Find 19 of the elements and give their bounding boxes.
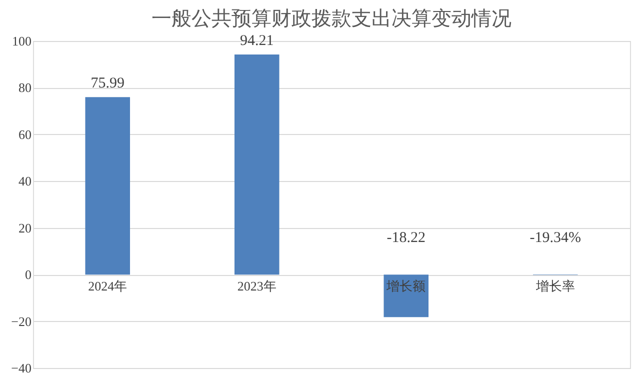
x-tick-label: 增长额 <box>386 278 426 294</box>
y-tick-label: 100 <box>12 34 32 48</box>
y-tick-label: 20 <box>18 220 32 236</box>
y-tick-label: −20 <box>11 314 32 329</box>
y-tick-label: 60 <box>18 126 32 142</box>
chart-title: 一般公共预算财政拨款支出决算变动情况 <box>152 8 512 30</box>
bar <box>234 54 280 275</box>
x-tick-label: 增长率 <box>534 278 575 294</box>
data-label: -18.22 <box>386 230 426 246</box>
y-tick-label: 80 <box>18 80 32 96</box>
y-tick-label: 0 <box>25 267 32 282</box>
x-tick-label: 2023年 <box>237 278 276 294</box>
y-tick-label: 40 <box>18 174 32 189</box>
data-label: 75.99 <box>90 76 124 92</box>
y-tick-label: −40 <box>11 360 32 376</box>
x-tick-label: 2024年 <box>88 278 128 294</box>
bar <box>85 97 130 275</box>
data-label: 94.21 <box>240 32 274 49</box>
data-label: -19.34% <box>530 230 581 246</box>
